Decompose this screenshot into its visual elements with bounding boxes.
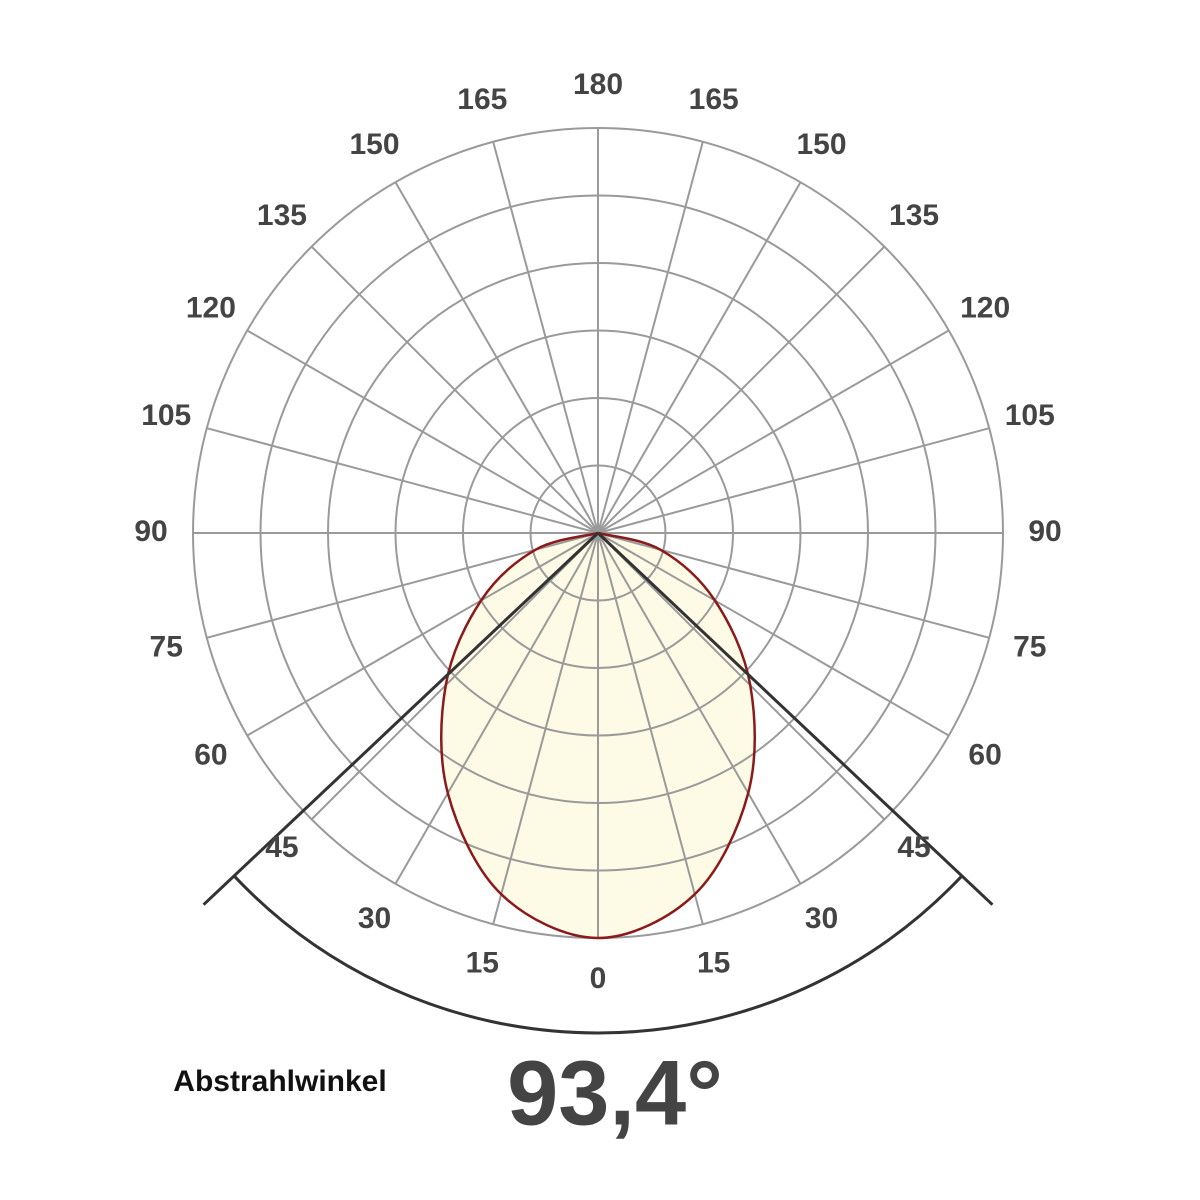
grid-spoke — [597, 329, 950, 534]
beam-angle-value: 93,4° — [507, 1042, 723, 1144]
beam-arc — [233, 874, 963, 1035]
intensity-curve — [597, 531, 756, 940]
beam-edge — [202, 531, 600, 906]
grid-spoke — [597, 427, 990, 534]
grid-spoke — [597, 532, 704, 925]
angle-tick-label: 120 — [960, 291, 1010, 324]
angle-tick-label: 45 — [265, 831, 298, 864]
grid-spoke — [492, 141, 599, 534]
grid-spoke — [246, 532, 599, 737]
angle-tick-label: 60 — [968, 738, 1001, 771]
angle-tick-label: 75 — [1013, 631, 1046, 664]
beam-fill — [598, 533, 755, 938]
angle-tick-label: 105 — [1005, 399, 1055, 432]
angle-tick-label: 15 — [466, 947, 499, 980]
angle-tick-label: 120 — [186, 291, 236, 324]
grid-spoke — [394, 532, 599, 885]
grid-spoke — [246, 329, 599, 534]
grid-spoke — [597, 532, 802, 885]
grid-spoke — [597, 245, 886, 534]
grid-spoke — [597, 532, 886, 821]
angle-tick-label: 15 — [697, 947, 730, 980]
angle-tick-label: 165 — [689, 83, 739, 116]
grid-spoke — [597, 181, 802, 534]
grid-spoke — [310, 532, 599, 821]
intensity-curve — [440, 531, 599, 940]
angle-tick-label: 90 — [1028, 515, 1061, 548]
angle-tick-label: 180 — [573, 68, 623, 101]
angle-tick-label: 30 — [358, 902, 391, 935]
angle-tick-label: 105 — [141, 399, 191, 432]
beam-label: Abstrahlwinkel — [173, 1065, 386, 1098]
grid-spoke — [597, 141, 704, 534]
grid-spoke — [492, 532, 599, 925]
beam-fill — [441, 533, 598, 938]
angle-tick-label: 0 — [590, 962, 607, 995]
angle-tick-label: 30 — [805, 902, 838, 935]
angle-tick-label: 75 — [150, 631, 183, 664]
angle-tick-label: 135 — [889, 199, 939, 232]
angle-tick-label: 135 — [257, 199, 307, 232]
grid-spoke — [310, 245, 599, 534]
angle-tick-label: 45 — [897, 831, 930, 864]
beam-edge — [596, 531, 994, 906]
angle-tick-label: 150 — [349, 128, 399, 161]
grid-spoke — [394, 181, 599, 534]
angle-tick-label: 165 — [457, 83, 507, 116]
grid-spoke — [597, 532, 950, 737]
angle-tick-label: 150 — [796, 128, 846, 161]
grid-spoke — [206, 427, 599, 534]
angle-tick-label: 60 — [194, 738, 227, 771]
angle-tick-label: 90 — [134, 515, 167, 548]
